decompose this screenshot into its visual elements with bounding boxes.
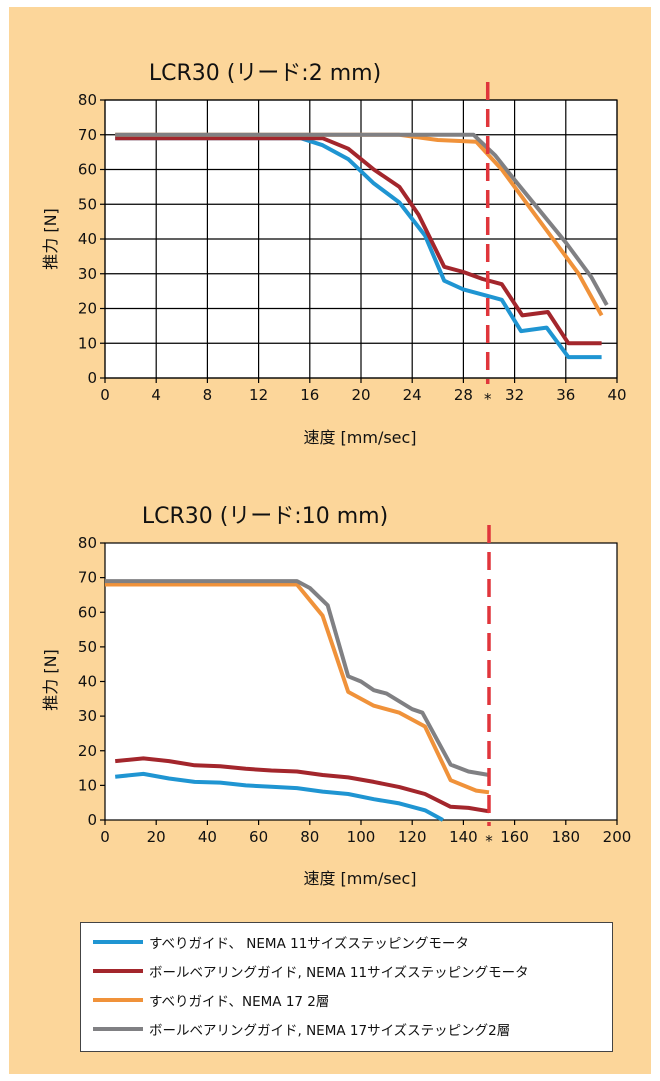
legend-item: ボールベアリングガイド, NEMA 17サイズステッピング2層 xyxy=(93,1019,510,1039)
x-tick-label: 32 xyxy=(505,386,524,404)
series-line xyxy=(115,756,490,814)
legend-label: ボールベアリングガイド, NEMA 17サイズステッピング2層 xyxy=(149,1023,511,1039)
legend-item: すべりガイド、NEMA 17 2層 xyxy=(93,990,329,1010)
chart-lead-10mm: LCR30 (リード:10 mm) 0 20 40 60 80 100 120 140 160 1… xyxy=(41,504,631,888)
legend-swatch xyxy=(93,1027,143,1031)
series-line xyxy=(115,136,602,346)
chart-title: LCR30 (リード:10 mm) xyxy=(142,504,388,529)
chart-title: LCR30 (リード:2 mm) xyxy=(149,61,381,86)
y-tick-label: 80 xyxy=(78,534,97,552)
y-tick-label: 20 xyxy=(78,300,97,318)
legend-swatch xyxy=(93,998,143,1002)
x-tick-label: 20 xyxy=(351,386,370,404)
y-tick-label: 50 xyxy=(78,195,97,213)
y-tick-label: 0 xyxy=(87,811,97,829)
x-tick-label: 60 xyxy=(249,828,268,846)
y-axis-label: 推力 [N] xyxy=(41,208,60,270)
y-tick-label: 40 xyxy=(78,673,97,691)
y-tick-label: 40 xyxy=(78,230,97,248)
y-tick-label: 0 xyxy=(87,369,97,387)
y-tick-label: 70 xyxy=(78,569,97,587)
x-tick-label: 0 xyxy=(100,386,110,404)
x-tick-label: 8 xyxy=(203,386,213,404)
x-tick-label: 120 xyxy=(398,828,427,846)
x-axis-label: 速度 [mm/sec] xyxy=(303,869,416,888)
x-tick-label: 0 xyxy=(100,828,110,846)
x-tick-label: 40 xyxy=(607,386,626,404)
legend-swatch xyxy=(93,969,143,973)
x-tick-label: 36 xyxy=(556,386,575,404)
legend-item: すべりガイド、 NEMA 11サイズステッピングモータ xyxy=(93,932,469,952)
y-tick-label: 10 xyxy=(78,776,97,794)
legend-label: すべりガイド、NEMA 17 2層 xyxy=(149,994,330,1010)
series-line xyxy=(105,579,490,777)
limit-marker-label: * xyxy=(485,832,493,850)
y-tick-label: 30 xyxy=(78,707,97,725)
y-tick-label: 30 xyxy=(78,265,97,283)
y-tick-label: 50 xyxy=(78,638,97,656)
x-tick-label: 28 xyxy=(454,386,473,404)
x-tick-label: 24 xyxy=(403,386,422,404)
x-tick-label: 4 xyxy=(151,386,161,404)
x-tick-label: 100 xyxy=(347,828,376,846)
y-axis-label: 推力 [N] xyxy=(41,649,60,711)
y-tick-label: 80 xyxy=(78,91,97,109)
limit-marker-label: * xyxy=(484,390,492,408)
legend-item: ボールベアリングガイド, NEMA 11サイズステッピングモータ xyxy=(93,961,529,981)
x-tick-label: 20 xyxy=(147,828,166,846)
legend: すべりガイド、 NEMA 11サイズステッピングモータ ボールベアリングガイド,… xyxy=(80,922,613,1052)
x-tick-label: 200 xyxy=(603,828,632,846)
y-tick-label: 60 xyxy=(78,603,97,621)
x-tick-label: 160 xyxy=(500,828,529,846)
x-tick-label: 16 xyxy=(300,386,319,404)
y-tick-label: 60 xyxy=(78,161,97,179)
y-tick-label: 20 xyxy=(78,742,97,760)
series-line xyxy=(105,582,490,795)
legend-label: すべりガイド、 NEMA 11サイズステッピングモータ xyxy=(149,936,469,952)
series-line xyxy=(115,771,444,822)
series-line xyxy=(115,136,602,360)
x-tick-label: 40 xyxy=(198,828,217,846)
x-tick-label: 140 xyxy=(449,828,478,846)
x-tick-label: 12 xyxy=(249,386,268,404)
legend-swatch xyxy=(93,940,143,944)
x-tick-label: 180 xyxy=(551,828,580,846)
y-tick-label: 10 xyxy=(78,334,97,352)
series-line xyxy=(115,132,609,306)
x-tick-label: 80 xyxy=(300,828,319,846)
x-axis-label: 速度 [mm/sec] xyxy=(303,428,416,447)
legend-label: ボールベアリングガイド, NEMA 11サイズステッピングモータ xyxy=(149,965,529,981)
y-tick-label: 70 xyxy=(78,126,97,144)
chart-lead-2mm: LCR30 (リード:2 mm) 0 4 8 12 16 20 24 28 32 36 40 * 0 1… xyxy=(41,61,627,447)
